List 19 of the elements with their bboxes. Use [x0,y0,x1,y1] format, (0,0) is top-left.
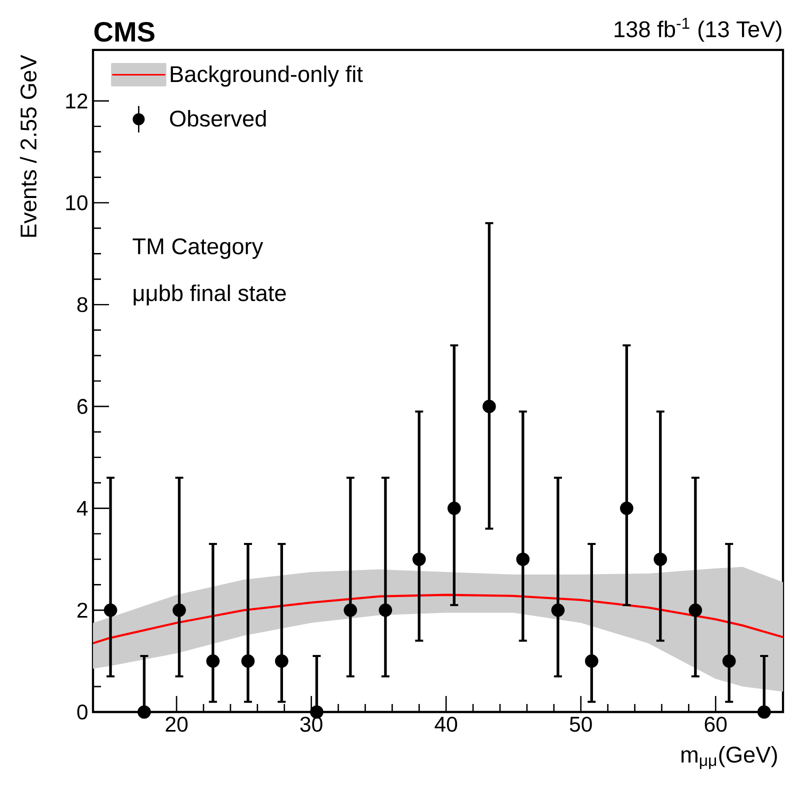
chart-title: CMS [94,22,154,42]
annotation: TM Category [132,238,264,259]
y-tick-label: 4 [76,500,88,516]
y-tick-label: 10 [66,195,88,210]
y-tick-label: 8 [77,297,88,312]
x-tick-label: 20 [166,716,188,732]
y-tick-label: 0 [77,704,88,720]
x-tick-label: 40 [434,716,458,732]
legend-label: Background-only fit [170,66,363,87]
x-tick-label: 50 [570,716,592,732]
y-axis-title: Events / 2.55 GeV [20,54,37,237]
y-tick-label: 12 [66,93,88,108]
y-tick-label: 6 [78,398,88,414]
legend-label: Observed [170,110,266,127]
chart-subtitle: 138 fb$^{-1}$ (13 TeV) [614,18,782,42]
x-axis-title: m$_{μμ}$(GeV) [682,746,777,769]
y-tick-label: 2 [77,602,88,618]
x-tick-label: 60 [704,716,727,732]
annotation: μμbb final state [134,284,286,306]
